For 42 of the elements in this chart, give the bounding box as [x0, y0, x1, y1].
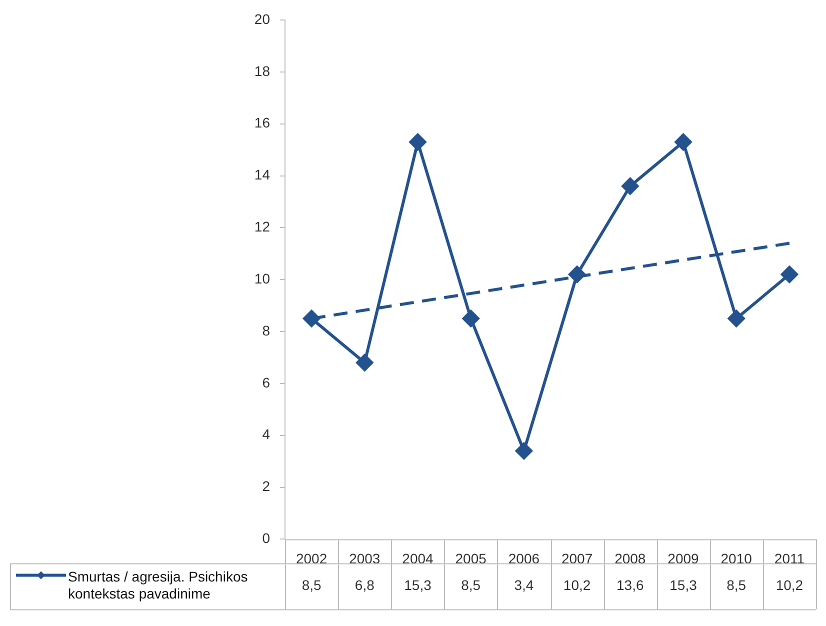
- y-tick-label: 12: [254, 218, 270, 235]
- point: [303, 310, 320, 328]
- data-label: 8,5: [461, 577, 481, 594]
- point: [728, 310, 745, 328]
- point: [356, 354, 374, 372]
- data-label: 13,6: [616, 577, 644, 594]
- y-tick-label: 8: [262, 322, 270, 338]
- data-label: 15,3: [670, 577, 698, 594]
- data-label: 6,8: [354, 577, 375, 594]
- x-tick-label: 2006: [508, 550, 540, 566]
- y-tick-label: 18: [254, 62, 270, 79]
- x-tick-label: 2008: [614, 550, 646, 566]
- y-tick-label: 14: [254, 166, 270, 183]
- data-label: 10,2: [563, 577, 591, 594]
- y-tick-label: 20: [254, 10, 270, 27]
- point: [568, 266, 586, 283]
- x-tick-label: 2002: [296, 550, 328, 566]
- point: [780, 266, 798, 283]
- point: [674, 134, 692, 151]
- x-tick-label: 2004: [402, 550, 434, 566]
- x-tick-label: 2011: [774, 550, 805, 566]
- x-tick-label: 2003: [349, 550, 380, 566]
- x-tick-label: 2009: [668, 550, 700, 566]
- y-tick-label: 6: [262, 374, 270, 390]
- data-label: 3,4: [514, 577, 534, 594]
- x-tick-label: 2007: [561, 550, 593, 566]
- point: [409, 134, 426, 151]
- point: [515, 442, 532, 460]
- data-label: 10,2: [776, 577, 804, 594]
- data-label: 8,5: [302, 577, 322, 594]
- y-tick-label: 2: [262, 478, 270, 494]
- point: [462, 310, 480, 328]
- y-tick-label: 0: [262, 530, 270, 546]
- y-tick-label: 4: [262, 426, 270, 442]
- x-tick-label: 2010: [720, 550, 752, 566]
- legend-label: Smurtas / agresija. Psichikos kontekstas pavadinime: [68, 568, 248, 602]
- y-tick-label: 16: [254, 114, 270, 131]
- y-tick-label: 10: [254, 270, 270, 286]
- data-label: 15,3: [404, 577, 432, 594]
- data-label: 8,5: [726, 577, 746, 594]
- x-tick-label: 2005: [455, 550, 487, 566]
- point: [622, 178, 639, 195]
